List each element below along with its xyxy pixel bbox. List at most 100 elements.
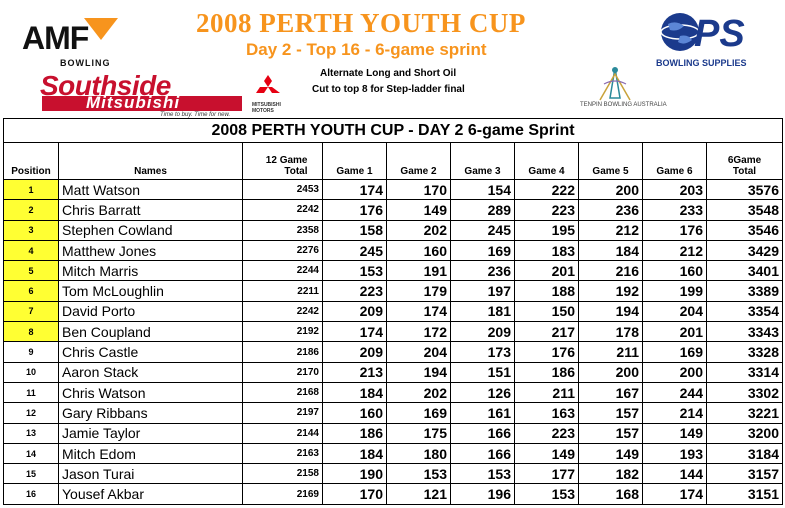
cell-6game-total: 3302 xyxy=(705,381,784,404)
cell-game-5: 200 xyxy=(578,178,643,201)
cell-game-4: 183 xyxy=(514,239,579,262)
cell-game-2: 160 xyxy=(386,239,451,262)
cell-game-5: 157 xyxy=(578,422,643,444)
page-title: 2008 PERTH YOUTH CUP xyxy=(196,8,526,38)
mitsubishi-diamonds-icon xyxy=(256,75,280,93)
cell-12game-total: 2276 xyxy=(242,239,323,262)
cell-game-3: 161 xyxy=(450,402,515,424)
cell-game-4: 223 xyxy=(514,199,579,221)
cell-position: 9 xyxy=(3,341,59,363)
table-row: 3 Stephen Cowland 2358 158 202 245 195 212 176 35… xyxy=(3,219,784,241)
cell-position: 13 xyxy=(3,422,59,444)
tenpin-figure-icon xyxy=(599,67,631,101)
cell-game-6: 233 xyxy=(642,199,707,221)
cell-game-3: 154 xyxy=(450,178,515,201)
col-game-5: Game 5 xyxy=(578,142,643,180)
cell-game-3: 289 xyxy=(450,199,515,221)
cell-game-2: 169 xyxy=(386,402,451,424)
cell-game-2: 153 xyxy=(386,463,451,485)
cell-6game-total: 3343 xyxy=(705,321,784,343)
table-row: 7 David Porto 2242 209 174 181 150 194 204 3354 xyxy=(3,300,784,323)
cell-game-1: 190 xyxy=(322,463,387,485)
cell-name: Aaron Stack xyxy=(58,361,243,383)
cell-position: 14 xyxy=(3,442,59,465)
amf-wordmark: AMF xyxy=(22,20,89,56)
cell-game-5: 168 xyxy=(578,483,643,505)
cell-position: 16 xyxy=(3,483,59,505)
cell-game-6: 199 xyxy=(642,280,707,302)
table-row: 8 Ben Coupland 2192 174 172 209 217 178 201 3343 xyxy=(3,321,784,343)
header: AMF BOWLING Southside Mitsubishi Time to… xyxy=(0,0,785,118)
cell-12game-total: 2358 xyxy=(242,219,323,241)
col-game-4: Game 4 xyxy=(514,142,579,180)
cell-position: 5 xyxy=(3,260,59,282)
cell-game-4: 150 xyxy=(514,300,579,323)
table-row: 12 Gary Ribbans 2197 160 169 161 163 157 214 3221 xyxy=(3,402,784,424)
cell-game-6: 169 xyxy=(642,341,707,363)
table-row: 1 Matt Watson 2453 174 170 154 222 200 203 3576 xyxy=(3,178,784,201)
cell-position: 2 xyxy=(3,199,59,221)
cell-game-2: 170 xyxy=(386,178,451,201)
cell-game-2: 149 xyxy=(386,199,451,221)
cell-game-4: 223 xyxy=(514,422,579,444)
cell-6game-total: 3548 xyxy=(705,199,784,221)
southside-tagline: Time to buy. Time for new. xyxy=(160,112,231,118)
southside-red-bar xyxy=(42,96,242,111)
cell-game-3: 153 xyxy=(450,463,515,485)
cell-game-5: 211 xyxy=(578,341,643,363)
cell-game-3: 151 xyxy=(450,361,515,383)
cell-game-6: 193 xyxy=(642,442,707,465)
table-row: 10 Aaron Stack 2170 213 194 151 186 200 200 3314 xyxy=(3,361,784,383)
col-game-1: Game 1 xyxy=(322,142,387,180)
cell-game-5: 216 xyxy=(578,260,643,282)
cell-name: Chris Watson xyxy=(58,381,243,404)
cell-position: 10 xyxy=(3,361,59,383)
cell-game-5: 200 xyxy=(578,361,643,383)
cell-6game-total: 3576 xyxy=(705,178,784,201)
amf-bowling-logo: AMF BOWLING xyxy=(22,14,134,72)
cell-game-4: 195 xyxy=(514,219,579,241)
cell-6game-total: 3157 xyxy=(705,463,784,485)
cell-position: 8 xyxy=(3,321,59,343)
cell-game-4: 222 xyxy=(514,178,579,201)
cell-game-2: 194 xyxy=(386,361,451,383)
cell-game-1: 186 xyxy=(322,422,387,444)
cell-game-4: 186 xyxy=(514,361,579,383)
cell-game-3: 126 xyxy=(450,381,515,404)
cell-name: Mitch Edom xyxy=(58,442,243,465)
cell-name: David Porto xyxy=(58,300,243,323)
cell-game-3: 166 xyxy=(450,442,515,465)
cell-game-1: 223 xyxy=(322,280,387,302)
cell-name: Stephen Cowland xyxy=(58,219,243,241)
cell-game-1: 209 xyxy=(322,341,387,363)
cell-6game-total: 3401 xyxy=(705,260,784,282)
cell-12game-total: 2186 xyxy=(242,341,323,363)
cell-position: 12 xyxy=(3,402,59,424)
cell-12game-total: 2158 xyxy=(242,463,323,485)
cell-name: Chris Castle xyxy=(58,341,243,363)
col-12game-total: 12 Game Total xyxy=(242,142,323,180)
cell-12game-total: 2197 xyxy=(242,402,323,424)
cell-position: 1 xyxy=(3,178,59,201)
cell-game-6: 201 xyxy=(642,321,707,343)
cell-game-1: 158 xyxy=(322,219,387,241)
cell-name: Jamie Taylor xyxy=(58,422,243,444)
cell-game-2: 202 xyxy=(386,219,451,241)
cell-game-6: 203 xyxy=(642,178,707,201)
amf-subtext: BOWLING xyxy=(60,58,111,68)
cell-12game-total: 2169 xyxy=(242,483,323,505)
cell-name: Mitch Marris xyxy=(58,260,243,282)
cell-game-2: 180 xyxy=(386,442,451,465)
cell-game-1: 176 xyxy=(322,199,387,221)
cell-game-1: 160 xyxy=(322,402,387,424)
table-row: 9 Chris Castle 2186 209 204 173 176 211 169 3328 xyxy=(3,341,784,363)
cell-position: 11 xyxy=(3,381,59,404)
table-row: 5 Mitch Marris 2244 153 191 236 201 216 160 3401 xyxy=(3,260,784,282)
cell-position: 3 xyxy=(3,219,59,241)
cell-game-5: 184 xyxy=(578,239,643,262)
table-row: 16 Yousef Akbar 2169 170 121 196 153 168 174 3151 xyxy=(3,483,784,505)
cell-game-3: 173 xyxy=(450,341,515,363)
col-game-3: Game 3 xyxy=(450,142,515,180)
cell-12game-total: 2170 xyxy=(242,361,323,383)
cell-game-4: 177 xyxy=(514,463,579,485)
